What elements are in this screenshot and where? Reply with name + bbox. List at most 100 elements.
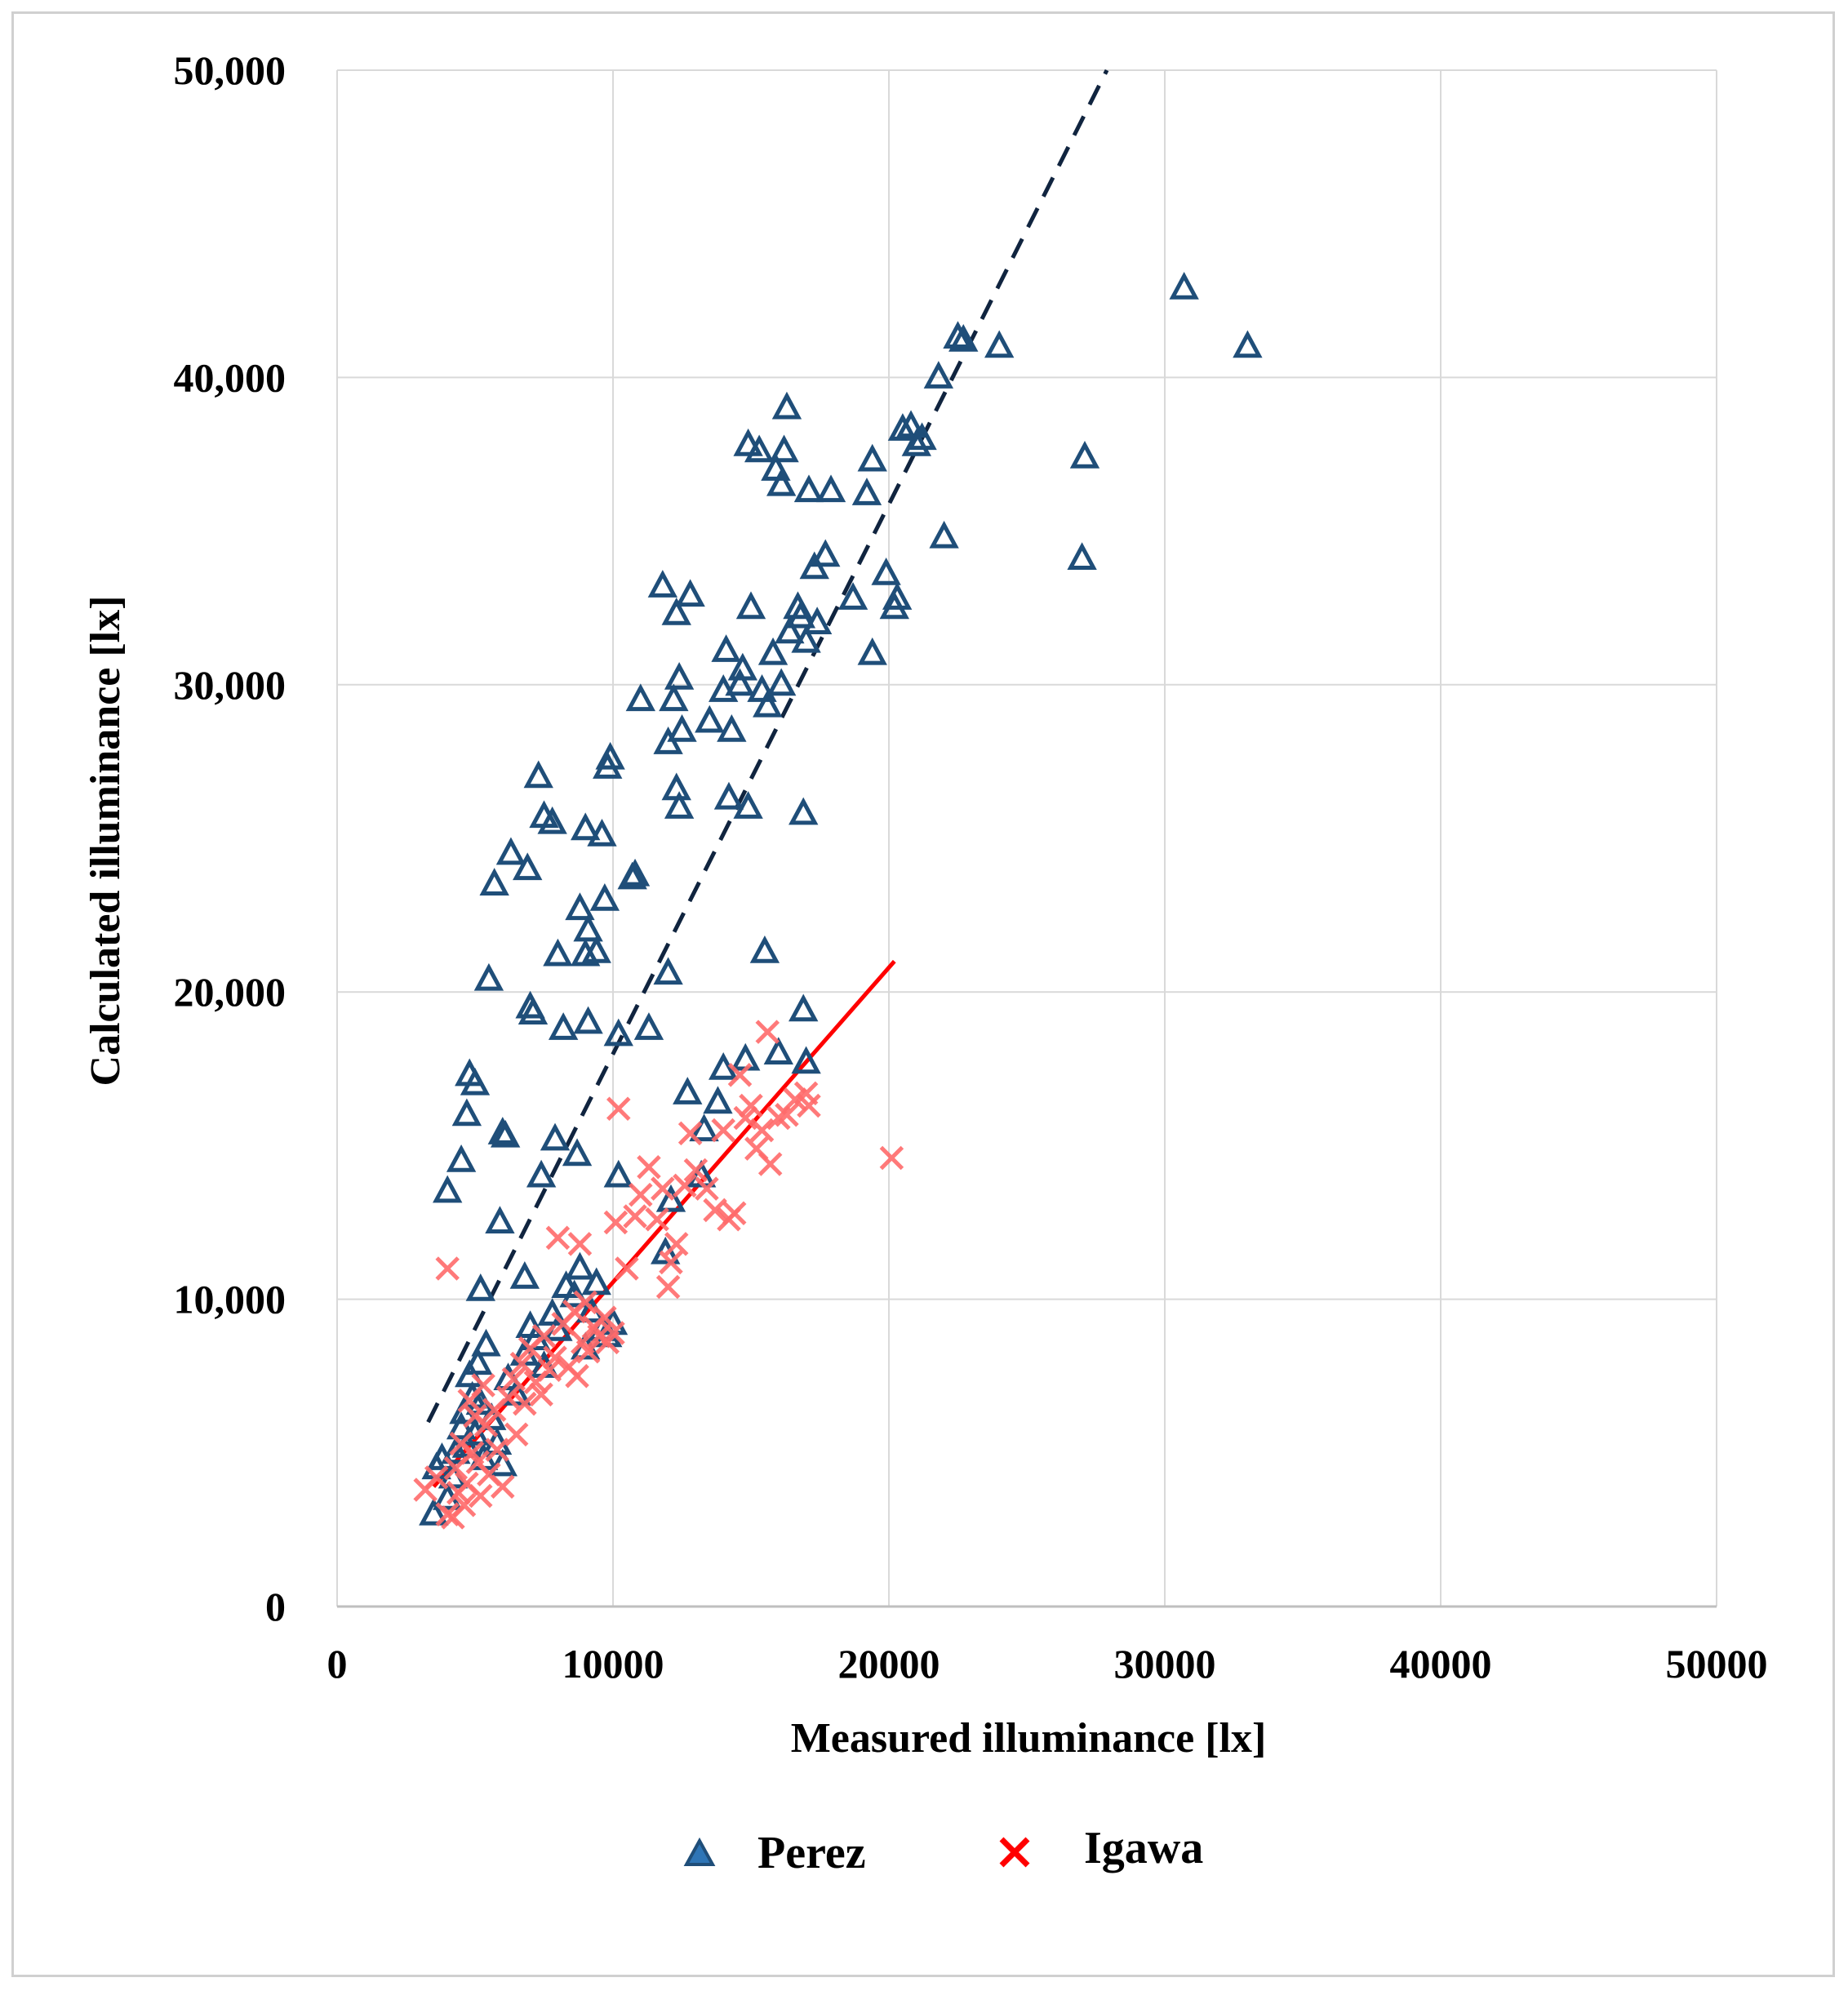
y-tick-label: 30,000 bbox=[174, 662, 287, 708]
perez-point bbox=[887, 413, 918, 441]
perez-point bbox=[733, 791, 763, 819]
perez-point bbox=[727, 652, 758, 681]
figure-frame bbox=[11, 11, 1835, 1977]
legend-x-marker bbox=[999, 1837, 1030, 1868]
perez-point bbox=[857, 637, 887, 665]
igawa-series bbox=[413, 1020, 904, 1530]
igawa-point bbox=[711, 1118, 735, 1143]
perez-point bbox=[661, 772, 691, 801]
igawa-point bbox=[451, 1493, 477, 1518]
igawa-point bbox=[529, 1382, 553, 1407]
perez-point bbox=[753, 689, 783, 718]
perez-point bbox=[703, 1086, 733, 1114]
perez-point bbox=[733, 428, 763, 456]
x-tick-label: 0 bbox=[327, 1641, 348, 1687]
igawa-point bbox=[629, 1182, 653, 1207]
perez-point bbox=[490, 1119, 521, 1148]
perez-point bbox=[735, 591, 766, 620]
x-tick-label: 40000 bbox=[1390, 1641, 1492, 1687]
perez-point bbox=[757, 637, 789, 665]
igawa-point bbox=[485, 1438, 509, 1462]
y-tick-label: 10,000 bbox=[174, 1277, 287, 1322]
x-tick-label: 30000 bbox=[1114, 1641, 1216, 1687]
perez-point bbox=[625, 683, 655, 712]
legend-label-igawa: Igawa bbox=[1084, 1823, 1203, 1873]
igawa-point bbox=[424, 1465, 449, 1490]
igawa-point bbox=[659, 1250, 683, 1275]
perez-point bbox=[653, 957, 683, 985]
igawa-point bbox=[601, 1321, 625, 1345]
y-axis-title: Calculated illuminance [lx] bbox=[82, 596, 129, 1087]
tick-labels: 0 10000 20000 30000 40000 50000 0 10,000 20,000 3… bbox=[174, 47, 1768, 1687]
igawa-point bbox=[575, 1339, 601, 1364]
y-tick-label: 0 bbox=[265, 1584, 286, 1629]
legend-item-igawa: Igawa bbox=[999, 1823, 1203, 1873]
perez-point bbox=[761, 453, 791, 481]
perez-point bbox=[509, 1260, 540, 1289]
igawa-point bbox=[677, 1121, 703, 1146]
igawa-point bbox=[749, 1118, 775, 1143]
igawa-point bbox=[755, 1020, 780, 1044]
perez-point bbox=[675, 579, 705, 607]
perez-point bbox=[713, 781, 744, 810]
perez-point bbox=[479, 868, 509, 896]
perez-point bbox=[857, 443, 887, 472]
perez-point bbox=[717, 713, 747, 742]
igawa-point bbox=[491, 1474, 515, 1499]
igawa-point bbox=[615, 1256, 639, 1281]
perez-point bbox=[620, 858, 651, 887]
perez-point bbox=[565, 1251, 595, 1280]
perez-point bbox=[655, 1184, 686, 1212]
perez-point bbox=[766, 468, 797, 496]
perez-point bbox=[766, 668, 797, 696]
igawa-point bbox=[664, 1232, 689, 1256]
perez-point bbox=[907, 422, 937, 451]
perez-point bbox=[471, 1328, 501, 1357]
perez-point bbox=[573, 913, 603, 942]
igawa-point bbox=[651, 1176, 675, 1201]
perez-point bbox=[473, 962, 504, 991]
perez-point bbox=[763, 1037, 793, 1064]
perez-point bbox=[667, 713, 697, 742]
perez-point bbox=[523, 760, 553, 789]
igawa-point bbox=[879, 1145, 904, 1171]
perez-point bbox=[709, 1052, 739, 1080]
perez-point bbox=[793, 474, 824, 503]
x-tick-label: 10000 bbox=[562, 1641, 664, 1687]
igawa-point bbox=[573, 1290, 597, 1315]
perez-point bbox=[837, 582, 868, 610]
perez-trendline bbox=[426, 69, 1109, 1424]
perez-point bbox=[789, 993, 819, 1022]
igawa-point bbox=[501, 1367, 526, 1392]
igawa-point bbox=[703, 1198, 727, 1223]
igawa-point bbox=[567, 1232, 593, 1256]
igawa-point bbox=[797, 1093, 821, 1118]
perez-point bbox=[791, 624, 821, 653]
perez-point bbox=[789, 797, 819, 825]
igawa-point bbox=[531, 1324, 557, 1349]
perez-point bbox=[769, 434, 799, 463]
perez-point bbox=[495, 837, 526, 865]
perez-point bbox=[1169, 271, 1199, 300]
igawa-point bbox=[468, 1483, 493, 1509]
perez-point bbox=[513, 852, 543, 881]
perez-point bbox=[562, 1138, 593, 1167]
perez-point bbox=[811, 539, 841, 567]
perez-point bbox=[882, 582, 913, 610]
perez-point bbox=[573, 1006, 603, 1034]
legend-item-perez: Perez bbox=[683, 1828, 866, 1878]
perez-point bbox=[537, 806, 567, 834]
perez-point bbox=[571, 812, 601, 841]
perez-point bbox=[603, 1159, 633, 1188]
perez-point bbox=[923, 361, 954, 389]
igawa-point bbox=[495, 1385, 521, 1410]
perez-point bbox=[744, 434, 775, 463]
perez-point bbox=[815, 474, 846, 503]
perez-point bbox=[565, 892, 595, 921]
perez-point bbox=[775, 616, 805, 644]
perez-point bbox=[948, 323, 979, 352]
perez-point bbox=[587, 818, 617, 847]
igawa-point bbox=[727, 1063, 753, 1087]
igawa-point bbox=[603, 1210, 629, 1235]
perez-point bbox=[895, 410, 926, 438]
